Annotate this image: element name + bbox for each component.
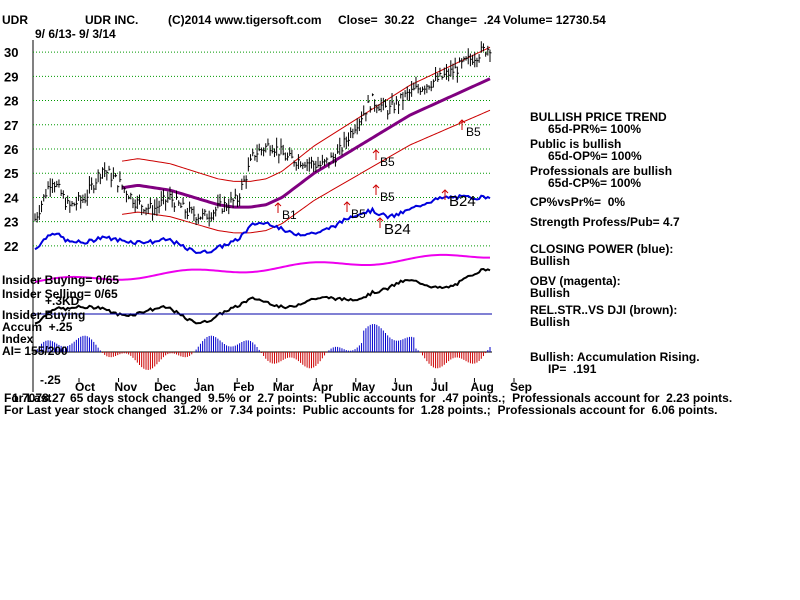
x-tick-label: Jun	[391, 380, 412, 394]
prof-title: Professionals are bullish	[530, 164, 673, 178]
trend-title: BULLISH PRICE TREND	[530, 110, 667, 124]
symbol: UDR	[2, 13, 28, 27]
public-op: 65d-OP%= 100%	[548, 149, 642, 163]
trading-bands	[121, 46, 491, 234]
volume-value: Volume= 12730.54	[503, 13, 606, 27]
insider-buying-2: Insider Buying	[2, 308, 86, 322]
x-tick-label: Sep	[510, 380, 532, 394]
signal-label: B24	[384, 221, 411, 238]
y-tick-label: 29	[4, 69, 18, 84]
upper-band	[122, 46, 491, 182]
public-title: Public is bullish	[530, 137, 622, 151]
signal-arrow-head	[372, 149, 380, 154]
x-axis: Oct Nov Dec Jan Feb Mar Apr May Jun Jul Aug Sep	[75, 378, 532, 394]
insider-selling: Insider Selling= 0/65	[2, 287, 118, 301]
signal-arrow-head	[376, 217, 384, 222]
y-tick-label: 28	[4, 94, 18, 109]
signal-arrow-head	[458, 119, 466, 124]
footer-overlap: 1.7078.27	[12, 391, 66, 405]
x-tick-label: Aug	[470, 380, 493, 394]
price-bars	[34, 41, 492, 227]
buy-signals: B1 B5 B5 B5 B5 B24 B24	[274, 119, 481, 238]
prof-cp: 65d-CP%= 100%	[548, 176, 642, 190]
obv-line	[34, 253, 491, 283]
closing-power-title: CLOSING POWER (blue):	[530, 242, 674, 256]
strength-ratio: Strength Profess/Pub= 4.7	[530, 215, 680, 229]
x-tick-label: Nov	[115, 380, 138, 394]
x-tick-label: Jul	[431, 380, 448, 394]
relstr-title: REL.STR..VS DJI (brown):	[530, 303, 678, 317]
footer-prefix: For Last	[4, 391, 52, 405]
signal-label: B5	[380, 155, 395, 169]
copyright: (C)2014 www.tigersoft.com	[168, 13, 322, 27]
closing-power-line	[34, 194, 491, 255]
y-tick-label: 23	[4, 215, 18, 230]
signal-arrow-head	[274, 202, 282, 207]
obv-value: Bullish	[530, 286, 571, 300]
y-tick-label: 30	[4, 45, 18, 60]
signal-label: B1	[282, 208, 297, 222]
lower-band	[122, 109, 491, 234]
footer-line-1: 65 days stock changed 9.5% or 2.7 points…	[70, 391, 733, 405]
x-tick-label: Oct	[75, 380, 95, 394]
accumulation-histogram	[36, 324, 491, 370]
y-tick-label: 25	[4, 166, 18, 181]
relstr-value: Bullish	[530, 315, 571, 329]
y-tick-label: 24	[4, 190, 19, 205]
x-tick-label: Dec	[154, 380, 176, 394]
obv-title: OBV (magenta):	[530, 274, 621, 288]
footer-line-2: For Last year stock changed 31.2% or 7.3…	[4, 403, 718, 417]
signal-arrow-head	[372, 184, 380, 189]
date-range: 9/ 6/13- 9/ 3/14	[35, 27, 116, 41]
y-tick-label: 27	[4, 118, 18, 133]
ip-value: IP= .191	[548, 362, 597, 376]
kd-label: +.3KD	[45, 294, 80, 308]
ai-value: AI= 155/200	[2, 344, 68, 358]
signal-label: B5	[380, 190, 395, 204]
insider-buying: Insider Buying= 0/65	[2, 273, 120, 287]
trend-pr: 65d-PR%= 100%	[548, 122, 642, 136]
company-name: UDR INC.	[85, 13, 139, 27]
y-tick-label: 26	[4, 142, 18, 157]
y-tick-label: 22	[4, 239, 18, 254]
x-tick-label: May	[352, 380, 376, 394]
change-value: Change= .24	[426, 13, 501, 27]
accum-index-label: Accum +.25	[2, 320, 73, 334]
close-value: Close= 30.22	[338, 13, 415, 27]
signal-label: B24	[449, 193, 476, 210]
x-tick-label: Feb	[233, 380, 254, 394]
x-tick-label: Jan	[194, 380, 215, 394]
x-tick-label: Mar	[273, 380, 295, 394]
price-grid	[32, 40, 492, 392]
relstr-line	[34, 267, 491, 325]
y-axis: 22 23 24 25 26 27 28 29 30	[4, 45, 19, 254]
signal-arrow-head	[343, 201, 351, 206]
closing-power-value: Bullish	[530, 254, 571, 268]
signal-arrow-head	[441, 189, 449, 194]
signal-label: B5	[351, 207, 366, 221]
minus-25-label: -.25	[40, 373, 61, 387]
index-label: Index	[2, 332, 34, 346]
moving-average	[121, 77, 491, 209]
signal-label: B5	[466, 125, 481, 139]
accum-title: Bullish: Accumulation Rising.	[530, 350, 700, 364]
x-tick-label: Apr	[312, 380, 333, 394]
cp-vs-pr: CP%vsPr%= 0%	[530, 195, 626, 209]
